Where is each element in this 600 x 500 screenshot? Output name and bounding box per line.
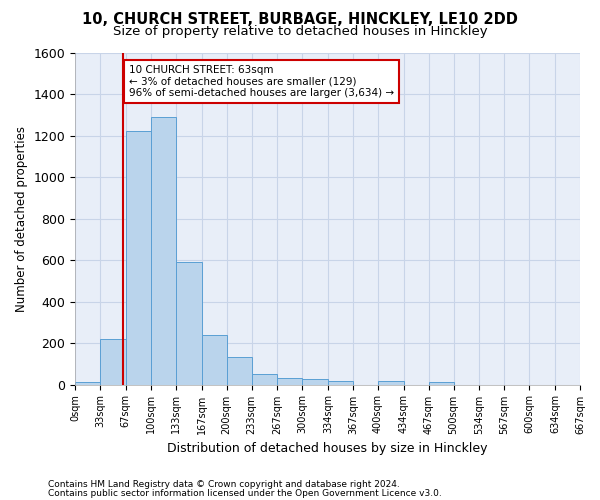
Text: 10 CHURCH STREET: 63sqm
← 3% of detached houses are smaller (129)
96% of semi-de: 10 CHURCH STREET: 63sqm ← 3% of detached… bbox=[129, 65, 394, 98]
Bar bbox=[328, 382, 353, 384]
Bar bbox=[277, 378, 302, 384]
Bar bbox=[126, 132, 151, 384]
Text: Size of property relative to detached houses in Hinckley: Size of property relative to detached ho… bbox=[113, 25, 487, 38]
Bar bbox=[428, 382, 454, 384]
Bar bbox=[251, 374, 277, 384]
Bar bbox=[378, 382, 404, 384]
Bar bbox=[151, 117, 176, 384]
Text: 10, CHURCH STREET, BURBAGE, HINCKLEY, LE10 2DD: 10, CHURCH STREET, BURBAGE, HINCKLEY, LE… bbox=[82, 12, 518, 28]
Bar bbox=[202, 335, 227, 384]
Text: Contains HM Land Registry data © Crown copyright and database right 2024.: Contains HM Land Registry data © Crown c… bbox=[48, 480, 400, 489]
X-axis label: Distribution of detached houses by size in Hinckley: Distribution of detached houses by size … bbox=[167, 442, 488, 455]
Bar bbox=[302, 380, 328, 384]
Bar bbox=[100, 339, 126, 384]
Bar bbox=[75, 382, 100, 384]
Bar bbox=[227, 356, 251, 384]
Text: Contains public sector information licensed under the Open Government Licence v3: Contains public sector information licen… bbox=[48, 489, 442, 498]
Bar bbox=[176, 262, 202, 384]
Y-axis label: Number of detached properties: Number of detached properties bbox=[15, 126, 28, 312]
